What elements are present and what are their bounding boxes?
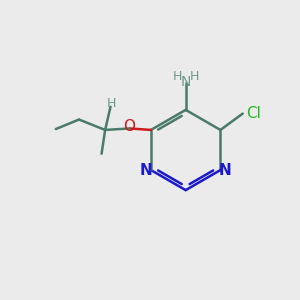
Text: H: H	[189, 70, 199, 83]
Text: Cl: Cl	[247, 106, 261, 121]
Text: N: N	[219, 163, 232, 178]
Text: O: O	[124, 119, 136, 134]
Text: H: H	[173, 70, 182, 83]
Text: H: H	[107, 97, 116, 110]
Text: N: N	[140, 163, 152, 178]
Text: N: N	[181, 75, 191, 88]
